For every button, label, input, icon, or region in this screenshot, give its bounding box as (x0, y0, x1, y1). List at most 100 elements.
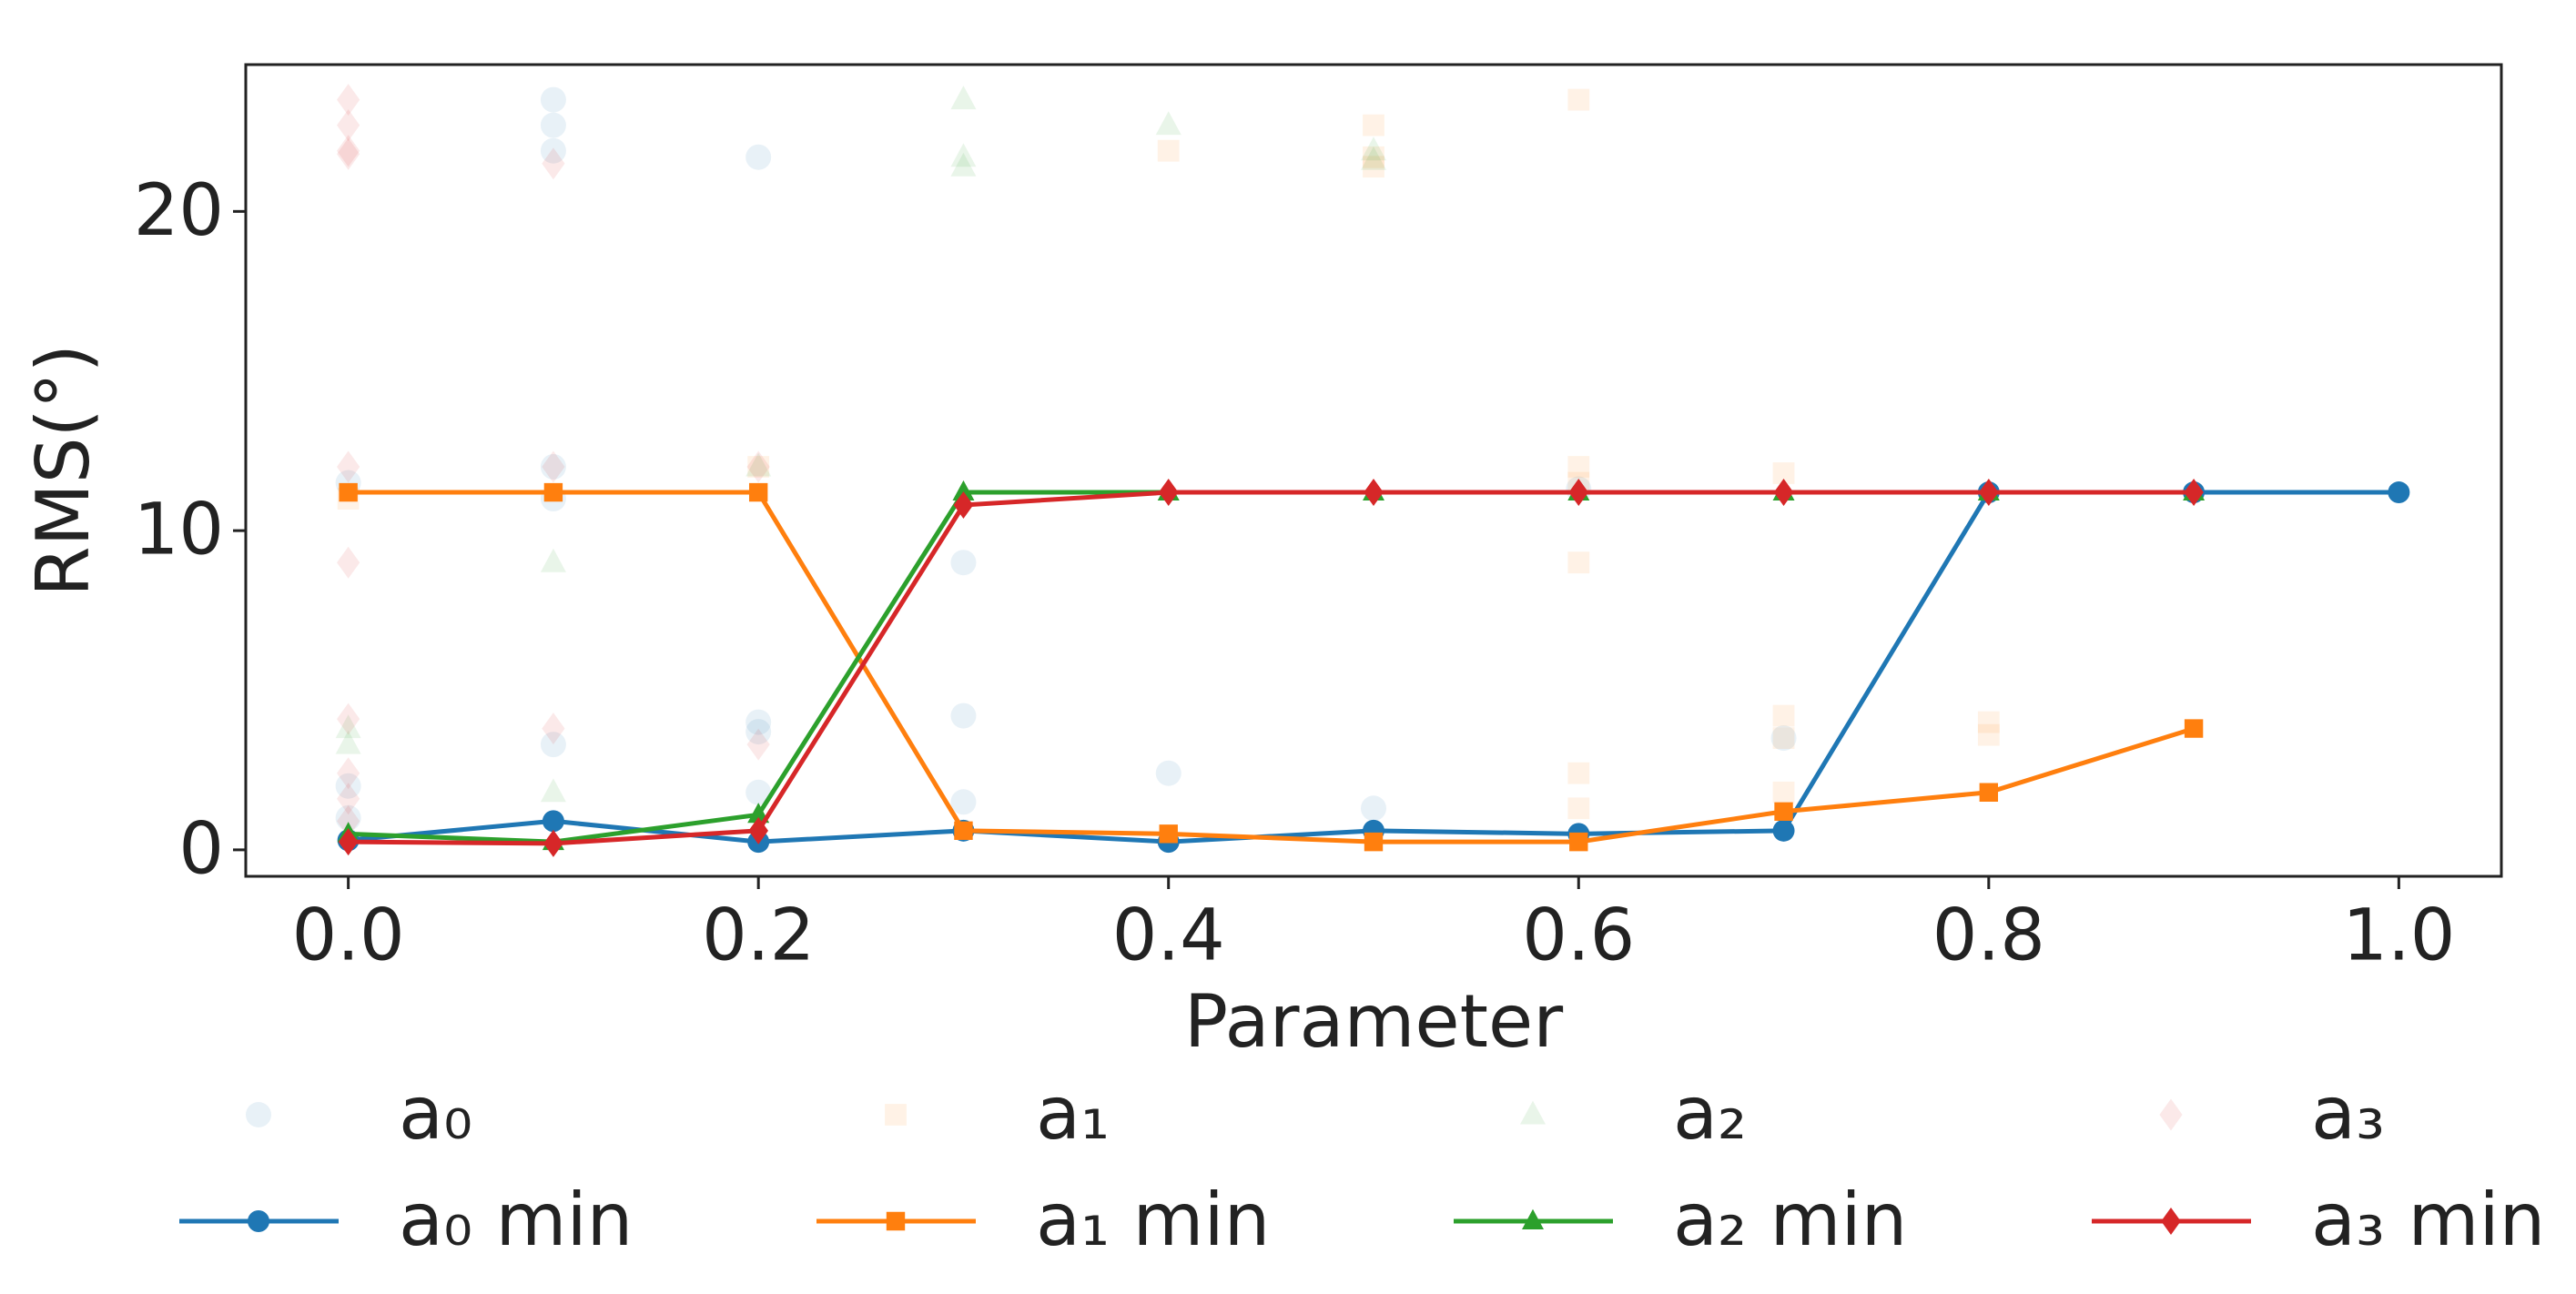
line-marker (2184, 719, 2204, 738)
line-marker (1158, 479, 1179, 507)
scatter-point (337, 450, 360, 483)
x-tick-label: 0.6 (1522, 895, 1635, 976)
scatter-point (950, 550, 977, 576)
scatter-point (1977, 711, 2000, 733)
scatter-point (335, 714, 361, 739)
x-tick-label: 0.2 (702, 895, 815, 976)
x-tick-label: 1.0 (2342, 895, 2455, 976)
scatter-point (1770, 725, 1797, 752)
legend-marker (885, 1104, 907, 1126)
line-marker (2388, 481, 2410, 504)
scatter-point (542, 713, 565, 745)
scatter-point (746, 450, 770, 483)
line-marker (1569, 832, 1588, 852)
x-tick-label: 0.0 (292, 895, 405, 976)
scatter-point (335, 730, 361, 754)
legend-label: a₂ (1673, 1071, 1747, 1156)
line-marker (339, 482, 358, 502)
scatter-point (1567, 551, 1590, 574)
scatter-point (950, 703, 977, 729)
scatter-point (745, 779, 772, 805)
scatter-point (1361, 146, 1386, 170)
legend-label: a₀ (399, 1071, 472, 1156)
line-marker (1159, 824, 1178, 844)
scatter-point (1361, 136, 1386, 161)
y-tick-label: 0 (178, 808, 224, 890)
legend-marker (246, 1102, 271, 1127)
scatter-point (950, 789, 977, 815)
scatter-point (337, 703, 360, 735)
scatter-point (1363, 156, 1384, 178)
scatter-point (1361, 795, 1386, 822)
scatter-point (747, 456, 770, 478)
scatter-point (1567, 456, 1590, 478)
scatter-point (1363, 146, 1384, 168)
scatter-point (542, 450, 565, 483)
scatter-point (337, 757, 360, 790)
legend-label: a₃ min (2311, 1178, 2545, 1262)
legend-marker (2159, 1098, 2183, 1131)
scatter-point (540, 453, 566, 480)
scatter-point (335, 804, 361, 831)
scatter-point (1977, 723, 2000, 746)
line-marker (542, 810, 564, 833)
scatter-point (337, 109, 360, 142)
scatter-point (745, 709, 772, 735)
line-marker (748, 816, 768, 844)
x-tick-label: 0.8 (1932, 895, 2045, 976)
scatter-point (1155, 111, 1182, 136)
scatter-point (337, 783, 360, 815)
scatter-point (1772, 462, 1795, 484)
scatter-point (337, 84, 360, 116)
y-tick-label: 10 (134, 490, 224, 571)
scatter-point (1157, 139, 1180, 162)
scatter-point (540, 778, 566, 803)
line-marker (1979, 783, 1999, 802)
legend-marker (2161, 1208, 2181, 1235)
legend-label: a₃ (2311, 1071, 2385, 1156)
scatter-point (337, 804, 360, 837)
scatter-point (746, 728, 770, 761)
y-axis-label: RMS(°) (21, 344, 106, 597)
line-marker (1979, 479, 1999, 507)
y-tick-label: 20 (134, 170, 224, 252)
legend-label: a₁ (1036, 1071, 1110, 1156)
scatter-point (1567, 762, 1590, 784)
scatter-point (1567, 797, 1590, 820)
scatter-point (950, 152, 977, 177)
scatter-point (950, 143, 977, 167)
x-axis-label: Parameter (1184, 979, 1563, 1064)
scatter-point (540, 137, 566, 164)
line-marker (543, 482, 563, 502)
line-marker (2184, 479, 2204, 507)
scatter-point (950, 86, 977, 110)
line-marker (1774, 802, 1793, 821)
scatter-point (335, 773, 361, 799)
line-marker (1568, 479, 1589, 507)
scatter-point (745, 144, 772, 170)
scatter-point (540, 732, 566, 758)
series-line (348, 490, 2195, 844)
line-marker (1773, 479, 1794, 507)
plot-frame (244, 63, 2503, 878)
legend-label: a₀ min (399, 1178, 633, 1262)
scatter-point (540, 112, 566, 138)
line-marker (954, 821, 973, 841)
series-line (348, 490, 2195, 844)
series-line (348, 490, 2399, 844)
legend-marker (248, 1210, 269, 1232)
scatter-point (1363, 114, 1384, 136)
scatter-point (745, 719, 772, 745)
line-marker (1364, 479, 1384, 507)
scatter-point (540, 548, 566, 572)
series-line (348, 490, 2195, 846)
legend-label: a₂ min (1673, 1178, 1907, 1262)
scatter-point (542, 147, 565, 180)
scatter-point (1155, 760, 1182, 786)
scatter-point (337, 137, 360, 170)
scatter-point (1567, 88, 1590, 111)
legend-marker (1520, 1100, 1546, 1125)
scatter-point (337, 546, 360, 579)
